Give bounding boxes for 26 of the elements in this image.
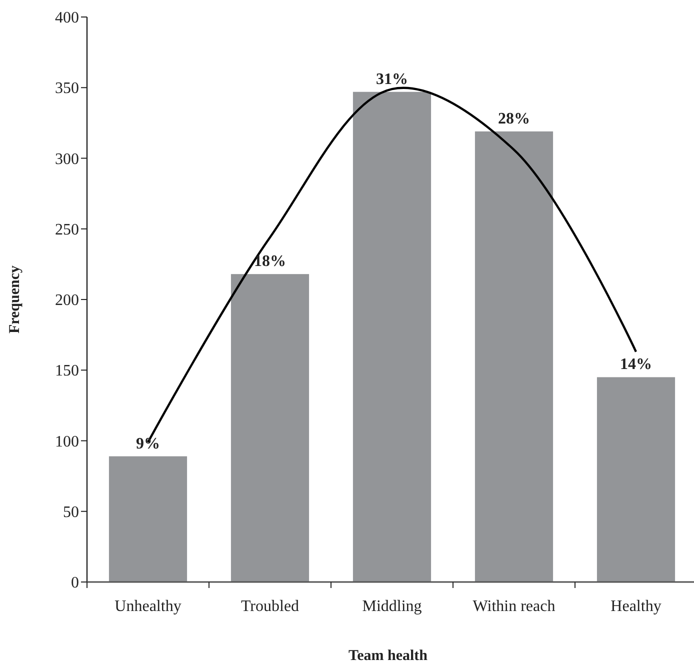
annotation: 14% <box>620 356 652 374</box>
annotation: 31% <box>376 70 408 88</box>
y-tick-label: 100 <box>55 433 79 450</box>
annotation: 18% <box>254 253 286 270</box>
x-tick-label: Healthy <box>610 598 662 615</box>
y-axis-title: Frequency <box>7 264 23 334</box>
y-tick-label: 0 <box>71 574 79 592</box>
y-tick-label: 150 <box>55 362 79 380</box>
x-axis-title: Team health <box>348 648 428 664</box>
y-tick-label: 300 <box>55 150 79 168</box>
x-tick-label: Unhealthy <box>114 598 182 615</box>
y-tick-label: 350 <box>55 80 79 98</box>
y-tick-label: 250 <box>55 221 79 238</box>
bar <box>474 131 554 582</box>
bar <box>596 377 676 582</box>
annotation: 28% <box>498 110 530 128</box>
y-tick-label: 200 <box>55 292 79 310</box>
annotation: 9% <box>136 435 160 452</box>
x-tick-label: Troubled <box>240 598 300 615</box>
y-tick-label: 50 <box>63 504 79 521</box>
bar <box>352 92 432 582</box>
x-tick-label: Within reach <box>472 598 556 615</box>
bar <box>230 274 310 582</box>
bar <box>108 456 188 582</box>
y-tick-label: 400 <box>55 10 79 27</box>
x-tick-label: Middling <box>362 598 422 615</box>
